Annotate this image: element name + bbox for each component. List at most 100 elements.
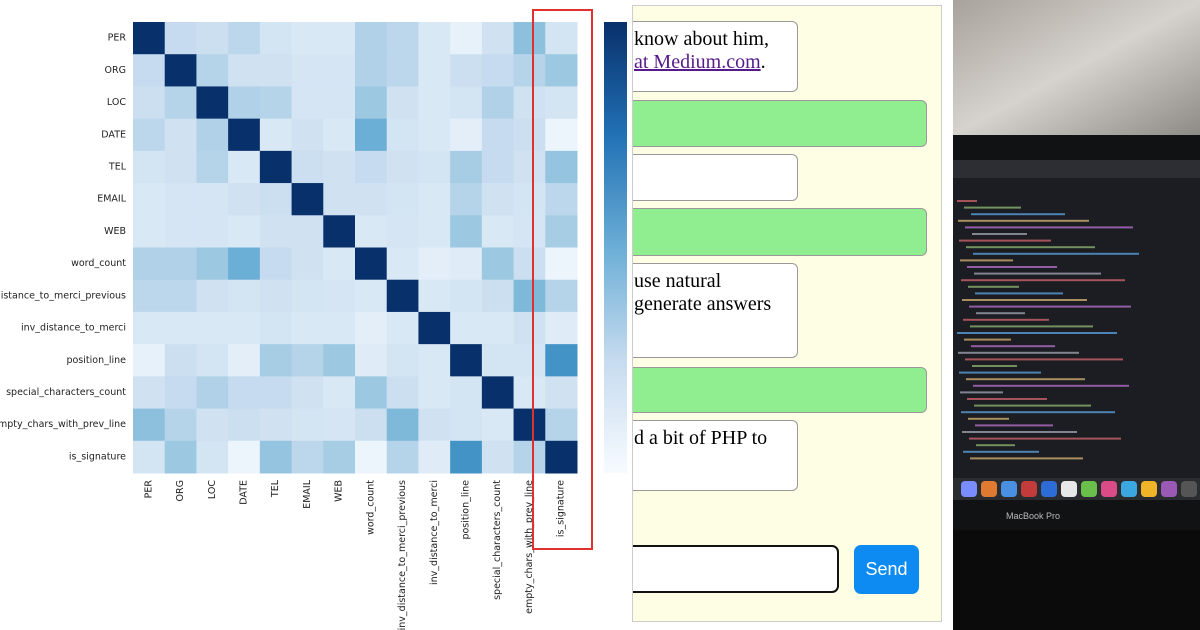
heatmap-cell (196, 54, 229, 87)
heatmap-cell (513, 150, 546, 184)
heatmap-cell (418, 344, 451, 377)
y-tick-label: empty_chars_with_prev_line (0, 419, 126, 430)
code-line (972, 365, 1017, 367)
heatmap-cell (259, 344, 293, 377)
heatmap-cell (545, 408, 578, 442)
heatmap-cell (386, 118, 419, 152)
heatmap-cell (228, 279, 261, 313)
code-line (969, 305, 1131, 308)
heatmap-cell (164, 376, 197, 410)
heatmap-cell (355, 344, 388, 377)
y-tick-label: is_signature (69, 451, 126, 462)
heatmap-cell (513, 440, 546, 474)
message-bubble (633, 208, 927, 256)
screen-toolbar (953, 160, 1200, 178)
code-line (964, 338, 1011, 341)
heatmap-cell (450, 86, 483, 120)
y-tick-label: PER (108, 33, 127, 44)
heatmap-cell (513, 118, 546, 152)
heatmap-cell (355, 440, 388, 474)
heatmap-cell (355, 118, 388, 152)
heatmap-cell (291, 118, 324, 152)
code-line (958, 351, 1079, 354)
heatmap-cell (450, 376, 483, 410)
heatmap-cell (355, 150, 388, 184)
message-bubble: d a bit of PHP to (633, 420, 798, 491)
code-line (968, 417, 1009, 420)
message-line: at Medium.com. (634, 51, 797, 74)
y-tick-label: inv_distance_to_merci (21, 323, 126, 334)
code-line (964, 206, 1021, 209)
dock-icon (1161, 481, 1177, 497)
x-tick-label: ORG (175, 480, 186, 501)
dock-icon (1181, 481, 1197, 497)
heatmap-cell (164, 215, 197, 248)
send-button[interactable]: Send (854, 545, 919, 594)
heatmap-cell (228, 344, 261, 377)
y-tick-label: special_characters_count (6, 387, 126, 398)
laptop-label: MacBook Pro (1006, 511, 1060, 521)
x-tick-label: word_count (365, 480, 376, 535)
heatmap-cell (418, 247, 451, 281)
heatmap-cell (323, 215, 356, 248)
heatmap-cell (418, 54, 451, 87)
heatmap-cell (545, 183, 578, 216)
heatmap-cell (259, 22, 293, 55)
heatmap-cell (291, 344, 324, 377)
code-line (965, 226, 1133, 229)
heatmap-cell (323, 247, 356, 281)
heatmap-cell (164, 183, 197, 216)
message-link[interactable]: at Medium.com (634, 51, 761, 73)
heatmap-cell (386, 247, 419, 281)
heatmap-cell (418, 150, 451, 184)
y-tick-label: position_line (66, 355, 126, 366)
code-lines (957, 200, 1139, 460)
x-tick-label: WEB (334, 480, 345, 502)
heatmap-cell (228, 22, 261, 55)
x-tick-label: inv_distance_to_merci (429, 480, 440, 585)
dock-icon (1021, 481, 1037, 497)
heatmap-cell (196, 150, 229, 184)
heatmap-cell (291, 54, 324, 87)
heatmap-chart: PER PER ORG ORG LOC LOC DATE DATE TEL TEL EMAIL EMA… (0, 9, 627, 630)
heatmap-cell (481, 183, 515, 216)
heatmap-cell (291, 150, 324, 184)
heatmap-cell (355, 247, 388, 281)
heatmap-cell (323, 150, 356, 184)
heatmap-cell (323, 86, 356, 120)
y-tick-label: LOC (107, 97, 126, 108)
heatmap-cell (513, 376, 546, 410)
heatmap-cell (133, 86, 166, 120)
code-line (963, 450, 1039, 453)
code-line (966, 246, 1095, 249)
heatmap-cell (323, 183, 356, 216)
heatmap-cell (164, 54, 197, 87)
code-line (963, 318, 1049, 321)
heatmap-cell (355, 408, 388, 442)
heatmap-cell (418, 408, 451, 442)
heatmap-cell (259, 183, 293, 216)
x-tick-label: empty_chars_with_prev_line (524, 480, 535, 614)
heatmap-cell (513, 22, 546, 55)
heatmap-cell (513, 86, 546, 120)
heatmap-cell (545, 150, 578, 184)
code-line (975, 424, 1053, 427)
heatmap-cell (545, 344, 578, 377)
code-line (972, 233, 1027, 235)
heatmap-cell (133, 54, 166, 87)
heatmap-cell (228, 215, 261, 248)
colorbar (604, 22, 627, 473)
heatmap-cell (481, 86, 515, 120)
heatmap-cell (481, 311, 515, 345)
heatmap-cell (386, 279, 419, 313)
code-line (961, 279, 1125, 282)
code-line (974, 404, 1091, 407)
heatmap-cell (259, 247, 293, 281)
x-tick-label: is_signature (556, 480, 567, 537)
heatmap-cell (259, 118, 293, 152)
heatmap-cell (386, 54, 419, 87)
heatmap-cell (164, 247, 197, 281)
heatmap-cell (545, 279, 578, 313)
heatmap-cell (291, 408, 324, 442)
message-input[interactable] (633, 545, 839, 593)
